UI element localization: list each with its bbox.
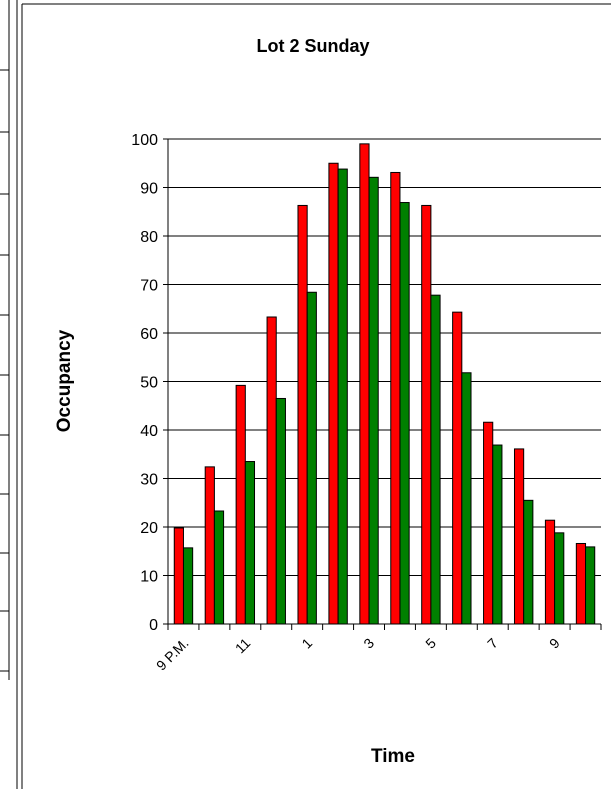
bar: [399, 202, 410, 625]
axes: [163, 138, 602, 630]
bar: [513, 448, 525, 625]
bar: [244, 461, 256, 625]
bar: [544, 519, 556, 625]
bar: [337, 168, 348, 625]
bar: [297, 204, 308, 625]
y-tick-label: 90: [140, 181, 158, 198]
bar: [359, 143, 370, 625]
y-tick-label: 80: [140, 229, 158, 246]
y-tick-label: 10: [140, 569, 158, 586]
x-tick-labels: 9 P.M. 11 1 3 5 7 9: [153, 635, 563, 674]
bar: [266, 316, 277, 625]
y-tick-label: 40: [140, 423, 158, 440]
y-tick-label: 0: [149, 617, 158, 634]
bar: [483, 421, 494, 625]
y-tick-label: 30: [140, 472, 158, 489]
y-tick-labels: 0 10 20 30 40 50 60 70 80 90 100: [131, 132, 158, 634]
bar: [275, 397, 286, 625]
bar: [461, 372, 472, 625]
bar: [575, 542, 587, 625]
bar: [585, 546, 596, 625]
bar: [368, 176, 379, 625]
x-tick-label: 11: [232, 635, 254, 657]
x-tick-label: 5: [422, 635, 439, 652]
left-panel-edge: [0, 0, 16, 789]
gridlines: [168, 138, 601, 576]
bar: [452, 311, 463, 625]
bar: [204, 466, 215, 625]
bars: [173, 143, 596, 625]
y-tick-label: 70: [140, 278, 158, 295]
bar: [306, 291, 317, 625]
x-tick-label: 3: [360, 635, 377, 652]
bar: [390, 171, 401, 625]
bar: [492, 444, 503, 625]
bar: [235, 384, 246, 625]
bar: [173, 527, 184, 625]
x-tick-label: 1: [298, 635, 315, 652]
bar: [213, 510, 225, 625]
y-tick-label: 50: [140, 375, 158, 392]
left-panel-edge-lines: [0, 0, 10, 680]
bar: [421, 204, 432, 625]
chart-title: Lot 2 Sunday: [256, 36, 369, 56]
y-axis-title: Occupancy: [54, 329, 75, 432]
x-tick-label: 9: [546, 635, 563, 652]
x-tick-label: 9 P.M.: [153, 635, 192, 674]
y-tick-label: 20: [140, 520, 158, 537]
x-tick-label: 7: [484, 635, 501, 652]
y-tick-label: 60: [140, 326, 158, 343]
x-axis-title: Time: [371, 746, 415, 767]
bar: [554, 532, 565, 625]
bar: [430, 294, 441, 625]
bar: [523, 499, 534, 625]
bar: [182, 547, 194, 625]
bar: [328, 162, 339, 625]
y-tick-label: 100: [131, 132, 158, 149]
